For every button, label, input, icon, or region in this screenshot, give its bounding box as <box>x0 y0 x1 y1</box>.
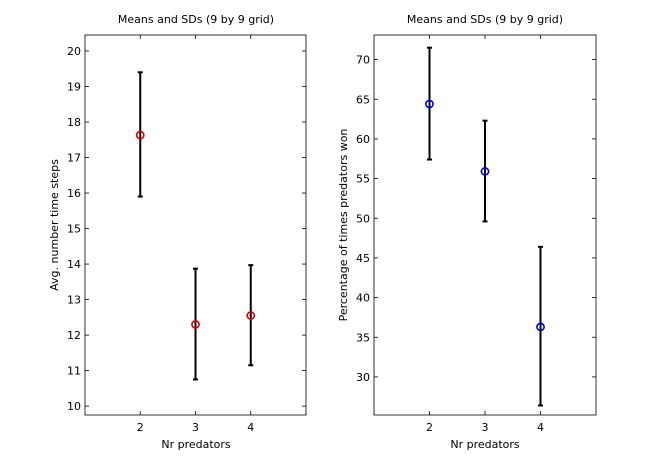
right-y-tick-label: 65 <box>356 93 370 106</box>
right-y-tick-label: 50 <box>356 212 370 225</box>
right-y-axis-label: Percentage of times predators won <box>337 129 350 322</box>
right-x-tick-label: 3 <box>482 421 489 434</box>
left-y-tick-label: 11 <box>67 365 81 378</box>
right-plot-title: Means and SDs (9 by 9 grid) <box>407 13 563 26</box>
left-x-axis-label: Nr predators <box>161 438 231 451</box>
left-y-tick-label: 19 <box>67 80 81 93</box>
left-y-tick-label: 14 <box>67 258 81 271</box>
left-y-tick-label: 12 <box>67 329 81 342</box>
left-y-tick-label: 20 <box>67 45 81 58</box>
right-mean-marker <box>480 167 490 176</box>
left-y-tick-label: 17 <box>67 152 81 165</box>
left-mean-marker <box>135 130 145 140</box>
right-x-axis-label: Nr predators <box>450 438 520 451</box>
left-mean-marker <box>246 311 256 320</box>
left-y-tick-label: 18 <box>67 116 81 129</box>
right-mean-marker <box>425 99 434 109</box>
left-x-tick-label: 2 <box>137 421 144 434</box>
left-x-tick-label: 3 <box>192 421 199 434</box>
right-y-tick-label: 55 <box>356 173 370 186</box>
left-y-tick-label: 10 <box>67 400 81 413</box>
right-plot-frame <box>373 34 597 416</box>
left-y-tick-label: 13 <box>67 294 81 307</box>
right-y-tick-label: 40 <box>356 292 370 305</box>
left-mean-marker <box>191 320 200 329</box>
left-y-axis-label: Avg. number time steps <box>48 159 61 291</box>
left-y-tick-label: 15 <box>67 223 81 236</box>
right-mean-marker <box>536 322 545 332</box>
left-plot-title: Means and SDs (9 by 9 grid) <box>118 13 274 26</box>
left-y-tick-label: 16 <box>67 187 81 200</box>
right-y-tick-label: 35 <box>356 331 370 344</box>
right-x-tick-label: 4 <box>537 421 544 434</box>
right-y-tick-label: 30 <box>356 371 370 384</box>
right-plot-panel: Means and SDs (9 by 9 grid) Nr predators… <box>337 13 597 451</box>
left-plot-panel: Means and SDs (9 by 9 grid) Nr predators… <box>48 13 307 451</box>
right-y-tick-label: 70 <box>356 54 370 67</box>
right-y-tick-label: 45 <box>356 252 370 265</box>
right-x-tick-label: 2 <box>426 421 433 434</box>
left-x-tick-label: 4 <box>247 421 254 434</box>
right-y-tick-label: 60 <box>356 133 370 146</box>
